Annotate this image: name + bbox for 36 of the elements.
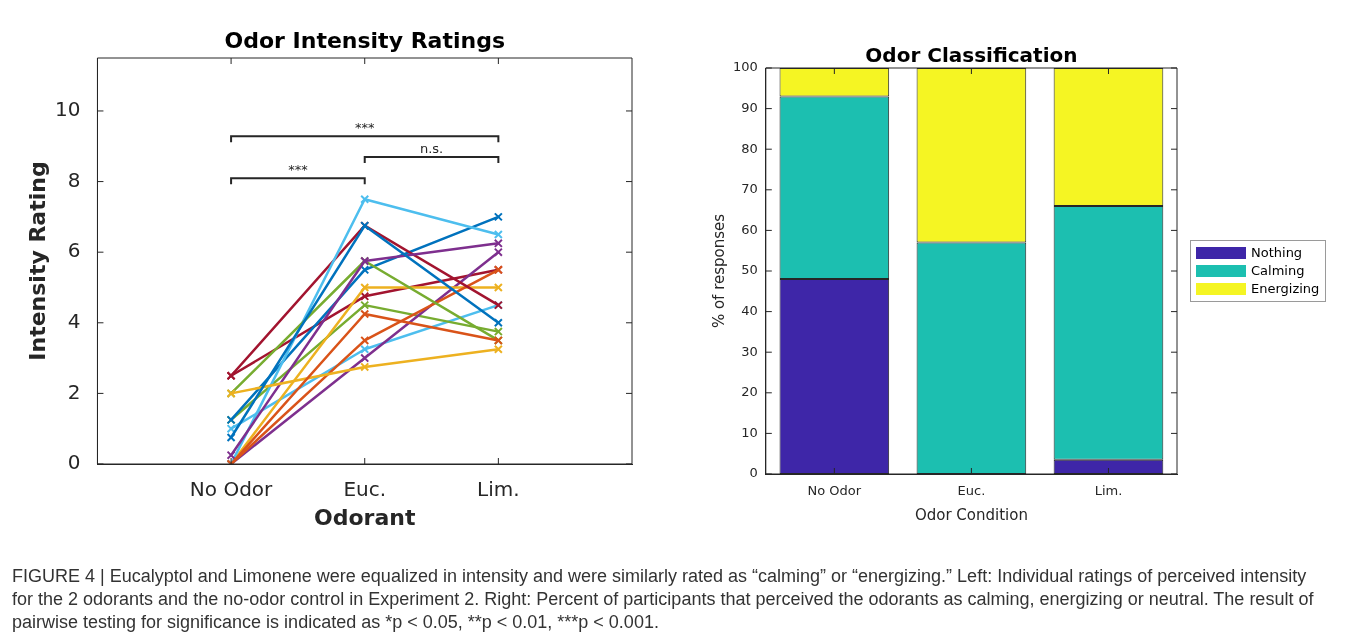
y-tick-label: 4 — [67, 308, 81, 333]
y-axis-title: Intensity Rating — [24, 161, 50, 361]
y-tick-label: 0 — [67, 450, 81, 475]
y-tick-label: 20 — [741, 384, 758, 400]
annotation: *** — [288, 162, 309, 178]
caption: FIGURE 4 | Eucalyptol and Limonene were equalized in intensity and were similarly rated as “calming” or “energizing.” Left: Individual ratings of perceived intensity for the 2 odorants and the no-odor control in Experiment 2. Right: Percent of participants that perceived the odorants as calming, energizing or neutral. The result of pairwise testing for significance is indicated as *p < 0.05, **p < 0.01, ***p < 0.001. — [12, 565, 1315, 634]
annotation: n.s. — [419, 140, 444, 156]
y-tick-label: 10 — [741, 424, 758, 440]
y-axis-title: % of responses — [710, 213, 729, 329]
y-tick-label: 30 — [741, 343, 758, 359]
y-tick-label: 2 — [67, 379, 81, 404]
x-tick-label: Euc. — [343, 477, 387, 502]
x-tick-label: Euc. — [957, 482, 986, 498]
y-tick-label: 0 — [749, 465, 758, 481]
x-tick-label: Lim. — [477, 477, 520, 502]
y-tick-label: 50 — [741, 262, 758, 278]
y-tick-label: 10 — [55, 97, 81, 122]
x-tick-label: No Odor — [807, 482, 862, 498]
y-tick-label: 100 — [732, 59, 758, 75]
chart-title: Odor Intensity Ratings — [224, 27, 505, 53]
annotation: *** — [354, 120, 375, 136]
x-tick-label: Lim. — [1094, 482, 1123, 498]
y-tick-label: 8 — [67, 167, 81, 192]
x-tick-label: No Odor — [189, 477, 274, 502]
chart-title: Odor Classification — [865, 43, 1078, 68]
y-tick-label: 40 — [741, 302, 758, 318]
legend-label: Nothing — [1251, 244, 1303, 262]
x-axis-title: Odor Condition — [914, 506, 1028, 525]
y-tick-label: 80 — [741, 140, 758, 156]
legend-label: Energizing — [1251, 280, 1320, 298]
y-tick-label: 60 — [741, 221, 758, 237]
y-tick-label: 70 — [741, 181, 758, 197]
y-tick-label: 90 — [741, 99, 758, 115]
legend-label: Calming — [1251, 262, 1305, 280]
x-axis-title: Odorant — [314, 504, 416, 530]
y-tick-label: 6 — [67, 238, 81, 263]
